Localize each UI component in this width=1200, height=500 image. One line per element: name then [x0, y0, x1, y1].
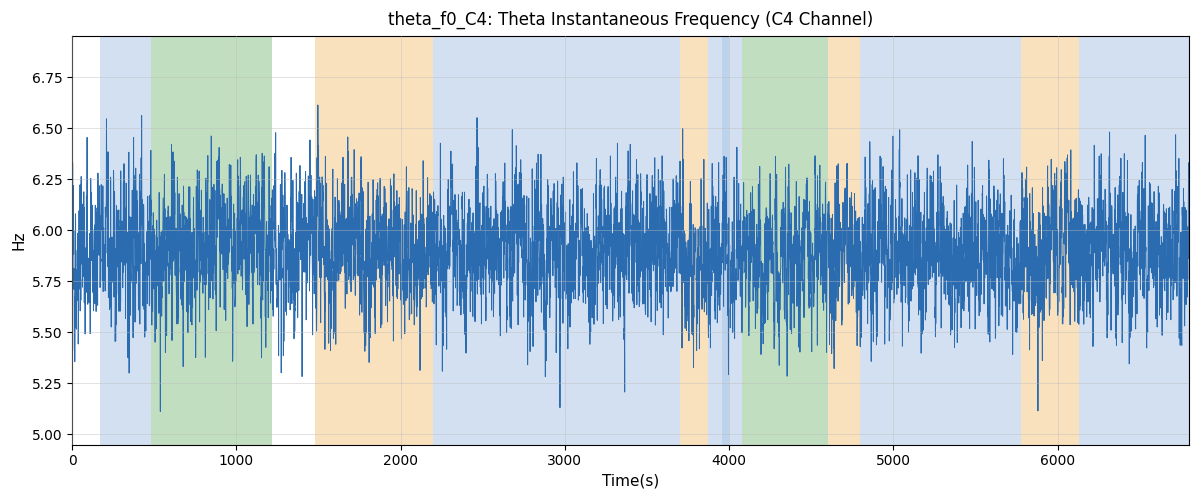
Y-axis label: Hz: Hz — [11, 230, 26, 250]
Bar — [433, 36, 516, 445]
Title: theta_f0_C4: Theta Instantaneous Frequency (C4 Channel): theta_f0_C4: Theta Instantaneous Frequen… — [388, 11, 874, 30]
X-axis label: Time(s): Time(s) — [602, 474, 659, 489]
Bar — [679, 36, 708, 445]
Bar — [316, 36, 433, 445]
Bar — [100, 36, 151, 445]
Bar — [722, 36, 742, 445]
Bar — [742, 36, 828, 445]
Bar — [828, 36, 860, 445]
Bar — [860, 36, 1021, 445]
Bar — [151, 36, 272, 445]
Bar — [708, 36, 730, 445]
Bar — [516, 36, 679, 445]
Bar — [1021, 36, 1079, 445]
Bar — [1079, 36, 1189, 445]
